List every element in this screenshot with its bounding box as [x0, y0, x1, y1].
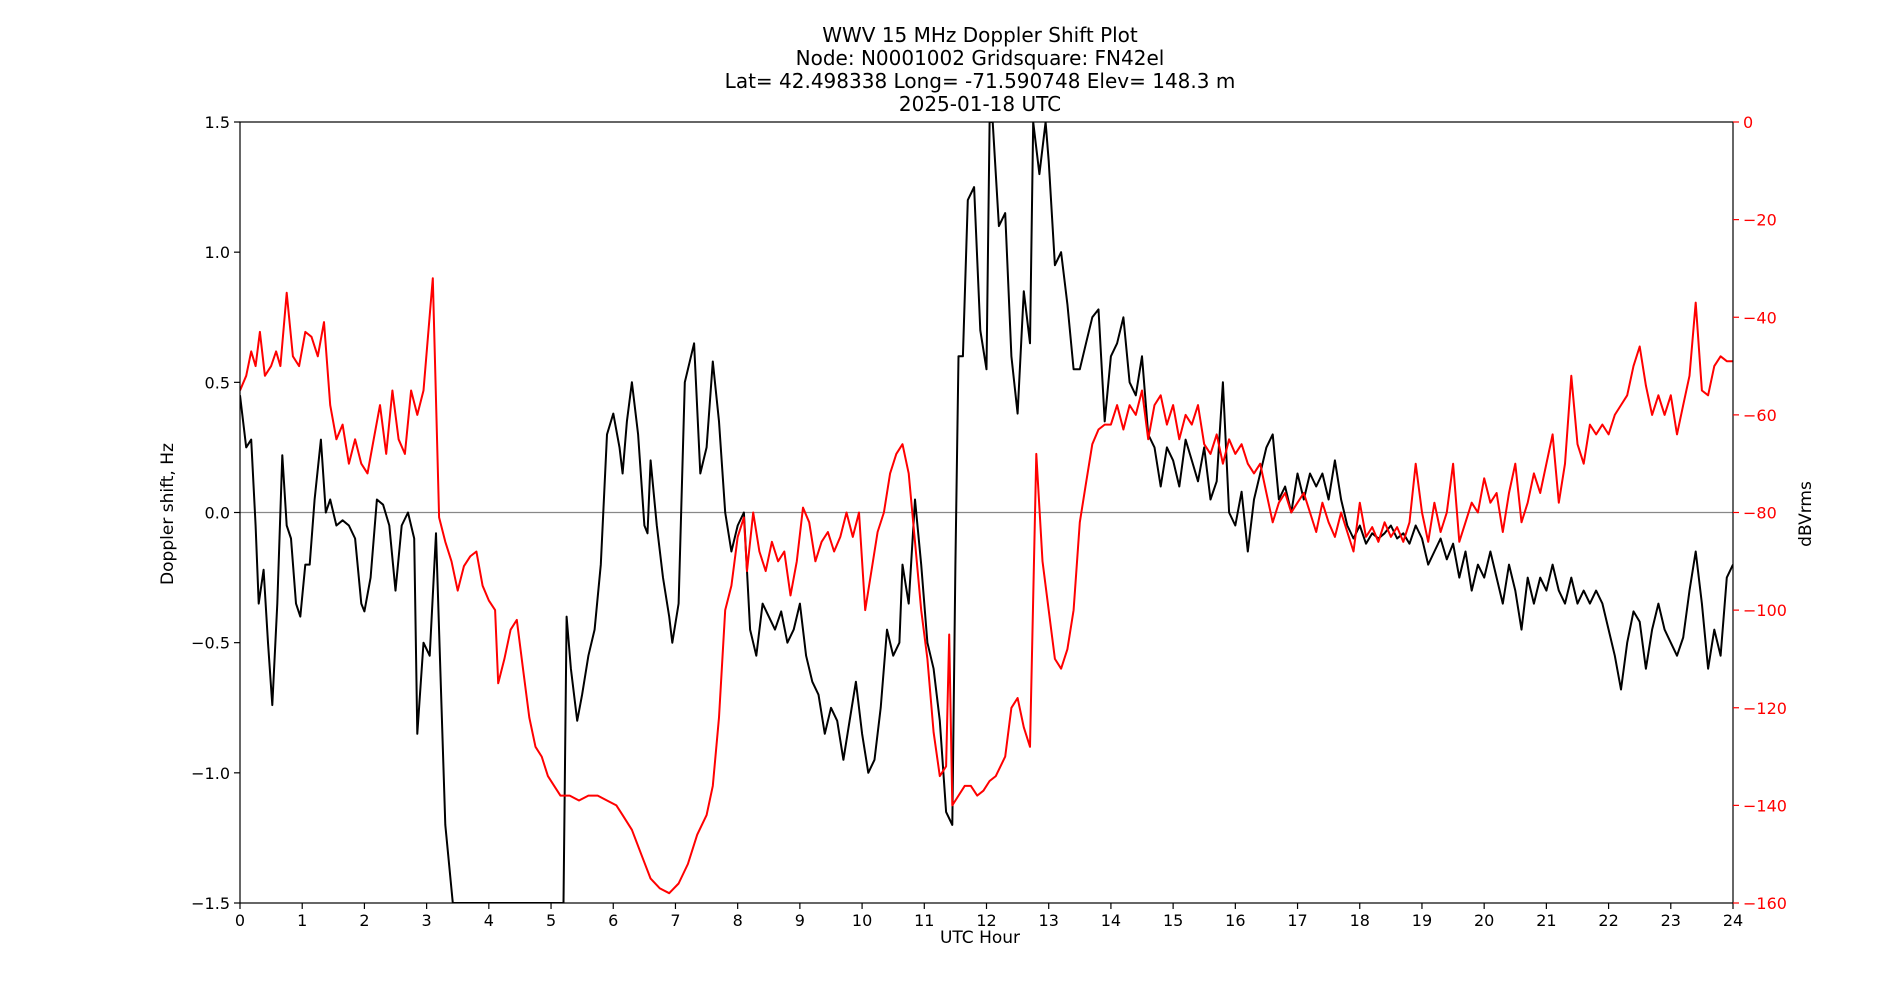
x-tick-label: 23: [1661, 911, 1681, 930]
y-right-tick-label: 0: [1743, 113, 1753, 132]
y-left-tick-label: −0.5: [191, 634, 230, 653]
y-left-axis-ticks: 1.5 1.0 0.5 0.0 −0.5 −1.0 −1.5: [191, 113, 240, 913]
x-tick-label: 21: [1536, 911, 1556, 930]
x-tick-label: 3: [422, 911, 432, 930]
y-left-tick-label: 1.5: [205, 113, 230, 132]
x-tick-label: 8: [733, 911, 743, 930]
x-tick-label: 12: [976, 911, 996, 930]
y-right-axis-label: dBVrms: [1796, 481, 1816, 547]
x-tick-label: 20: [1474, 911, 1494, 930]
x-tick-label: 4: [484, 911, 494, 930]
y-left-tick-label: 0.5: [205, 373, 230, 392]
chart-title-line-2: Node: N0001002 Gridsquare: FN42el: [796, 46, 1165, 70]
x-tick-label: 16: [1225, 911, 1245, 930]
y-right-tick-label: −20: [1743, 211, 1777, 230]
x-tick-label: 5: [546, 911, 556, 930]
x-tick-label: 1: [297, 911, 307, 930]
y-right-axis-ticks: 0 −20 −40 −60 −80 −100 −120 −140 −160: [1733, 113, 1787, 913]
x-tick-label: 9: [795, 911, 805, 930]
x-tick-label: 6: [608, 911, 618, 930]
x-tick-label: 2: [359, 911, 369, 930]
y-left-axis-label: Doppler shift, Hz: [158, 443, 178, 585]
x-tick-label: 17: [1287, 911, 1307, 930]
y-left-tick-label: −1.5: [191, 894, 230, 913]
x-axis-label: UTC Hour: [940, 928, 1020, 948]
y-right-tick-label: −100: [1743, 601, 1787, 620]
x-axis-ticks: 0 1 2 3 4 5 6 7 8 9 10 11 12 13 14 15 16 17 18 19 20 21 22 23 24: [235, 903, 1743, 930]
x-tick-label: 10: [852, 911, 872, 930]
x-tick-label: 11: [914, 911, 934, 930]
y-right-tick-label: −40: [1743, 308, 1777, 327]
x-tick-label: 19: [1412, 911, 1432, 930]
x-tick-label: 18: [1350, 911, 1370, 930]
x-tick-label: 22: [1598, 911, 1618, 930]
x-tick-label: 14: [1101, 911, 1121, 930]
y-right-tick-label: −80: [1743, 504, 1777, 523]
chart-title-line-4: 2025-01-18 UTC: [899, 92, 1061, 116]
x-tick-label: 15: [1163, 911, 1183, 930]
series-layer: [240, 122, 1733, 903]
y-right-tick-label: −160: [1743, 894, 1787, 913]
x-tick-label: 0: [235, 911, 245, 930]
y-left-tick-label: −1.0: [191, 764, 230, 783]
x-tick-label: 7: [670, 911, 680, 930]
y-right-tick-label: −120: [1743, 699, 1787, 718]
y-right-tick-label: −140: [1743, 796, 1787, 815]
x-tick-label: 13: [1039, 911, 1059, 930]
y-right-tick-label: −60: [1743, 406, 1777, 425]
chart-title-line-3: Lat= 42.498338 Long= -71.590748 Elev= 14…: [725, 69, 1236, 93]
doppler-series-line: [240, 122, 1733, 903]
x-tick-label: 24: [1723, 911, 1743, 930]
power-series-line: [240, 277, 1733, 895]
chart-title-line-1: WWV 15 MHz Doppler Shift Plot: [822, 23, 1138, 47]
y-left-tick-label: 1.0: [205, 243, 230, 262]
y-left-tick-label: 0.0: [205, 504, 230, 523]
